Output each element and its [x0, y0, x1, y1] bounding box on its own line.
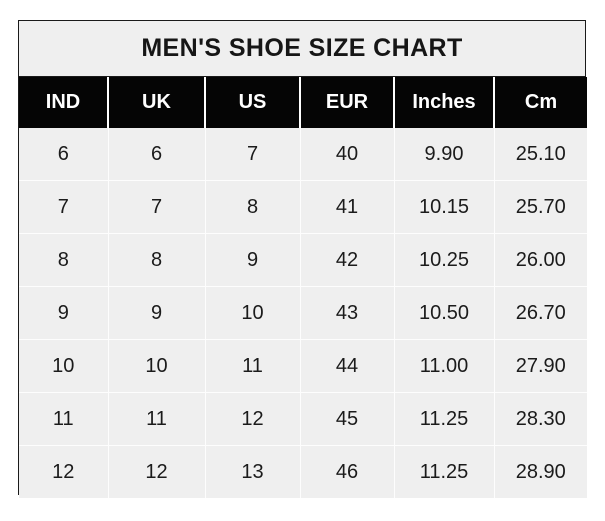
- cell-inches: 10.50: [394, 286, 495, 340]
- cell-inches: 11.25: [394, 445, 495, 498]
- cell-ind: 10: [19, 339, 109, 393]
- cell-eur: 41: [300, 180, 395, 234]
- chart-title-band: MEN'S SHOE SIZE CHART: [19, 21, 585, 77]
- cell-ind: 12: [19, 445, 109, 498]
- cell-ind: 11: [19, 392, 109, 446]
- table-row: 9 9 10 43 10.50 26.70: [19, 286, 587, 340]
- cell-us: 12: [205, 392, 301, 446]
- cell-eur: 44: [300, 339, 395, 393]
- cell-us: 7: [205, 128, 301, 181]
- column-header-ind: IND: [19, 77, 109, 128]
- cell-uk: 9: [108, 286, 206, 340]
- cell-uk: 12: [108, 445, 206, 498]
- table-body: 6 6 7 40 9.90 25.10 7 7 8 41 10.15 25.70…: [19, 128, 587, 498]
- page-title: MEN'S SHOE SIZE CHART: [141, 34, 463, 62]
- cell-ind: 6: [19, 128, 109, 181]
- cell-inches: 10.25: [394, 233, 495, 287]
- cell-cm: 26.70: [494, 286, 587, 340]
- cell-us: 8: [205, 180, 301, 234]
- cell-inches: 10.15: [394, 180, 495, 234]
- cell-us: 9: [205, 233, 301, 287]
- table-row: 11 11 12 45 11.25 28.30: [19, 392, 587, 446]
- column-header-uk: UK: [108, 77, 206, 128]
- cell-eur: 45: [300, 392, 395, 446]
- cell-cm: 27.90: [494, 339, 587, 393]
- cell-inches: 11.00: [394, 339, 495, 393]
- cell-eur: 43: [300, 286, 395, 340]
- cell-cm: 26.00: [494, 233, 587, 287]
- cell-uk: 7: [108, 180, 206, 234]
- shoe-size-chart-card: MEN'S SHOE SIZE CHART IND UK US EUR Inch…: [18, 20, 587, 498]
- table-row: 6 6 7 40 9.90 25.10: [19, 128, 587, 181]
- cell-us: 11: [205, 339, 301, 393]
- column-header-cm: Cm: [494, 77, 587, 128]
- cell-inches: 9.90: [394, 128, 495, 181]
- column-header-inches: Inches: [394, 77, 495, 128]
- cell-uk: 10: [108, 339, 206, 393]
- table-row: 12 12 13 46 11.25 28.90: [19, 445, 587, 498]
- cell-eur: 46: [300, 445, 395, 498]
- cell-cm: 28.90: [494, 445, 587, 498]
- cell-eur: 42: [300, 233, 395, 287]
- cell-ind: 8: [19, 233, 109, 287]
- cell-ind: 9: [19, 286, 109, 340]
- column-header-us: US: [205, 77, 301, 128]
- cell-us: 13: [205, 445, 301, 498]
- table-row: 7 7 8 41 10.15 25.70: [19, 180, 587, 234]
- cell-us: 10: [205, 286, 301, 340]
- cell-inches: 11.25: [394, 392, 495, 446]
- cell-uk: 8: [108, 233, 206, 287]
- cell-ind: 7: [19, 180, 109, 234]
- size-chart-table: IND UK US EUR Inches Cm 6 6 7 40 9.90 25…: [19, 77, 587, 498]
- cell-cm: 25.70: [494, 180, 587, 234]
- table-header-row: IND UK US EUR Inches Cm: [19, 77, 587, 128]
- column-header-eur: EUR: [300, 77, 395, 128]
- cell-cm: 25.10: [494, 128, 587, 181]
- table-header: IND UK US EUR Inches Cm: [19, 77, 587, 128]
- cell-eur: 40: [300, 128, 395, 181]
- cell-cm: 28.30: [494, 392, 587, 446]
- cell-uk: 11: [108, 392, 206, 446]
- table-row: 8 8 9 42 10.25 26.00: [19, 233, 587, 287]
- table-row: 10 10 11 44 11.00 27.90: [19, 339, 587, 393]
- cell-uk: 6: [108, 128, 206, 181]
